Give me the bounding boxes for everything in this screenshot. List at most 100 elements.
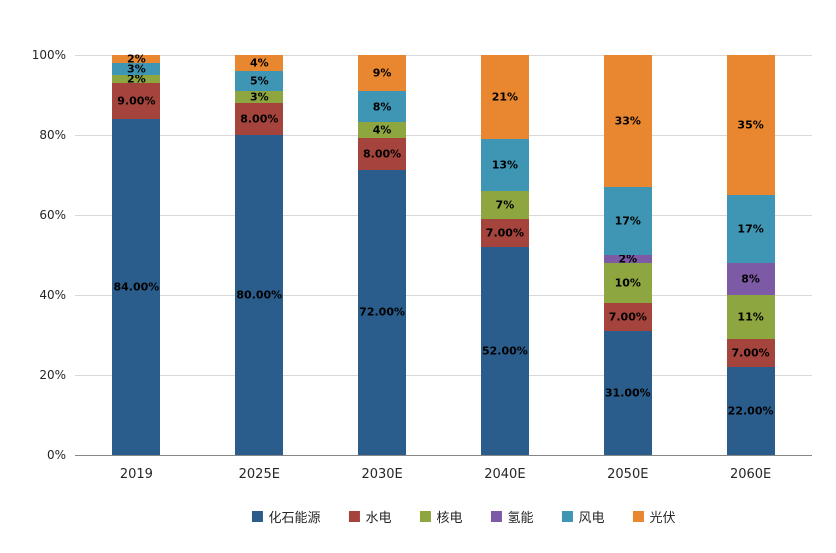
bar-segment-氢能	[726, 263, 775, 295]
bar-segment-核电	[480, 191, 529, 219]
gridline	[75, 215, 812, 216]
bar-segment-核电	[358, 122, 407, 139]
bar-segment-核电	[112, 75, 161, 83]
segment-label: 72.00%	[359, 305, 406, 319]
bar-segment-光伏	[235, 55, 284, 71]
bar-segment-风电	[235, 71, 284, 91]
segment-label: 17%	[737, 222, 764, 236]
segment-label: 22.00%	[727, 404, 774, 418]
bar-segment-水电	[358, 138, 407, 170]
bar-segment-水电	[112, 83, 161, 119]
bar-segment-光伏	[726, 55, 775, 195]
bar-segment-水电	[603, 303, 652, 331]
legend-item: 化石能源	[251, 507, 320, 526]
segment-label: 4%	[249, 56, 269, 70]
legend-label: 化石能源	[268, 511, 321, 526]
segment-label: 17%	[614, 214, 641, 228]
segment-label: 9%	[372, 66, 392, 80]
legend-label: 风电	[578, 511, 605, 526]
segment-label: 7.00%	[608, 310, 647, 324]
segment-label: 8%	[741, 272, 760, 286]
legend-item: 水电	[348, 507, 391, 526]
legend-swatch	[419, 511, 431, 522]
segment-label: 21%	[491, 90, 519, 104]
segment-label: 5%	[249, 74, 269, 88]
x-tick-label: 2040E	[484, 467, 526, 482]
bar-segment-光伏	[480, 55, 529, 139]
gridline	[75, 295, 812, 296]
legend-item: 氢能	[490, 507, 534, 526]
bar-segment-风电	[358, 90, 407, 123]
segment-label: 3%	[249, 90, 269, 104]
segment-label: 11%	[737, 310, 764, 324]
segment-label: 7.00%	[731, 346, 770, 360]
bar-segment-氢能	[603, 255, 652, 263]
y-tick-label: 20%	[39, 368, 66, 382]
bar-segment-化石能源	[480, 247, 529, 455]
segment-label: 31.00%	[604, 386, 651, 400]
segment-label: 7.00%	[485, 226, 524, 240]
segment-label: 8%	[372, 100, 392, 113]
legend-swatch	[490, 511, 502, 522]
x-tick-label: 2060E	[729, 467, 772, 482]
bar-segment-水电	[235, 103, 284, 135]
legend-label: 氢能	[507, 511, 534, 526]
bar-segment-水电	[480, 219, 529, 247]
chart-legend: 化石能源 水电 核电 氢能 风电 光伏	[251, 507, 676, 526]
segment-label: 33%	[614, 114, 641, 128]
segment-label: 52.00%	[481, 344, 528, 358]
bar-segment-化石能源	[726, 367, 775, 455]
y-tick-label: 0%	[46, 448, 66, 462]
segment-label: 80.00%	[236, 288, 283, 302]
x-tick-label: 2019	[119, 467, 153, 482]
segment-label: 13%	[491, 158, 519, 172]
segment-label: 7%	[495, 198, 515, 212]
x-tick-label: 2025E	[238, 467, 280, 482]
segment-label: 9.00%	[117, 94, 156, 108]
bar-segment-化石能源	[235, 135, 284, 455]
bar-segment-风电	[603, 187, 652, 255]
legend-swatch	[632, 511, 644, 522]
segment-label: 2%	[127, 52, 146, 66]
bar-segment-化石能源	[603, 331, 652, 455]
bar-segment-风电	[112, 63, 161, 75]
x-tick-label: 2030E	[361, 467, 403, 482]
legend-swatch	[348, 511, 360, 522]
bar-segment-核电	[726, 295, 775, 339]
legend-label: 核电	[436, 511, 463, 526]
segment-label: 3%	[127, 62, 146, 76]
bar-segment-光伏	[112, 55, 161, 63]
x-axis-line	[75, 455, 812, 456]
y-tick-label: 40%	[39, 288, 66, 302]
legend-label: 光伏	[649, 511, 676, 526]
segment-label: 4%	[372, 123, 392, 137]
legend-item: 风电	[561, 507, 605, 526]
gridline	[75, 55, 812, 56]
segment-label: 2%	[127, 72, 146, 86]
bar-segment-光伏	[358, 55, 407, 91]
gridline	[75, 135, 812, 136]
segment-label: 2%	[618, 252, 638, 266]
segment-label: 8.00%	[240, 112, 279, 126]
legend-item: 核电	[419, 507, 463, 526]
segment-label: 84.00%	[113, 280, 160, 294]
bar-segment-核电	[603, 263, 652, 303]
bar-segment-化石能源	[358, 169, 407, 455]
bar-segment-光伏	[603, 55, 652, 187]
y-tick-label: 100%	[31, 48, 66, 62]
legend-swatch	[561, 511, 573, 522]
bar-segment-风电	[726, 195, 775, 263]
segment-label: 10%	[614, 276, 641, 290]
x-tick-label: 2050E	[607, 467, 649, 482]
bar-segment-化石能源	[112, 119, 161, 455]
y-tick-label: 80%	[39, 128, 66, 142]
legend-item: 光伏	[632, 507, 676, 526]
y-tick-label: 60%	[39, 208, 66, 222]
legend-swatch	[251, 511, 263, 522]
gridline	[75, 375, 812, 376]
bar-segment-水电	[726, 339, 775, 367]
bar-segment-核电	[235, 91, 284, 103]
segment-label: 8.00%	[363, 147, 402, 161]
bar-segment-风电	[480, 139, 529, 191]
